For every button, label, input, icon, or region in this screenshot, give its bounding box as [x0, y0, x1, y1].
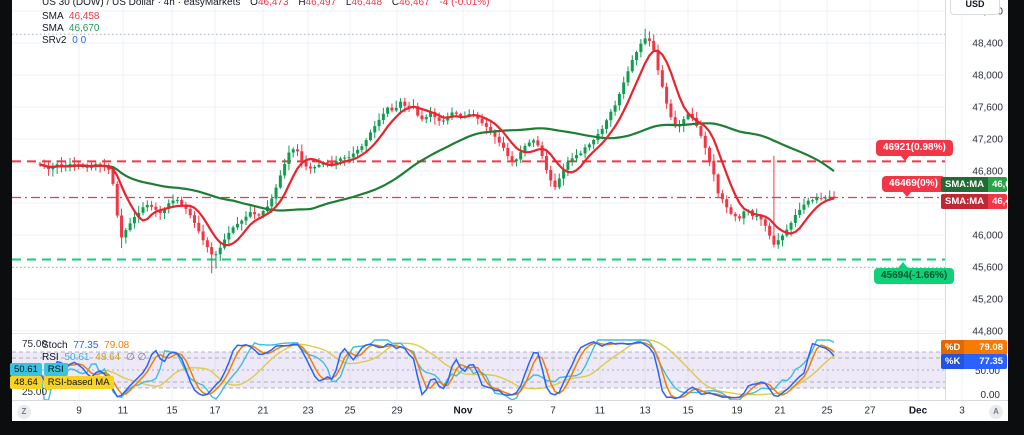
level-pointer-resistance [900, 155, 910, 161]
stoch-label: Stoch [42, 340, 68, 351]
ohlc-high-label: H [298, 0, 306, 8]
stoch-d-axis-badge: %D 79.08 [941, 340, 1007, 355]
svg-text:25: 25 [344, 406, 356, 417]
svg-text:21: 21 [774, 406, 786, 417]
sma-fast-axis-badge: SMA:MA 46,458 [941, 194, 1007, 209]
sma-fast-label: SMA [42, 11, 64, 22]
sma-fast-value: 46,458 [68, 11, 100, 22]
symbol-title[interactable]: US 30 (DOW) / US Dollar · 4h · easyMarke… [42, 0, 241, 8]
ohlc-low-value: 46,448 [351, 0, 383, 8]
auto-scale-button[interactable]: A [989, 405, 1003, 419]
svg-text:45,200: 45,200 [972, 295, 1003, 306]
sma-fast-badge-value: 46,458 [988, 194, 1007, 209]
ohlc-close-value: 46,467 [399, 0, 430, 8]
ohlc-open-label: O [250, 0, 258, 8]
svg-text:47,200: 47,200 [972, 135, 1003, 146]
stoch-legend-row[interactable]: Stoch 77.35 79.08 [42, 340, 129, 352]
svg-text:45,600: 45,600 [972, 263, 1003, 274]
svg-text:48,000: 48,000 [972, 71, 1003, 82]
symbol-header-row[interactable]: US 30 (DOW) / US Dollar · 4h · easyMarke… [42, 0, 489, 9]
stoch-k-value: 77.35 [73, 340, 99, 351]
stoch-k-badge-label: %K [941, 354, 965, 369]
indicator-left-scale-bottom: 25.00 [22, 387, 48, 398]
svg-text:7: 7 [550, 406, 556, 417]
svg-text:47,600: 47,600 [972, 103, 1003, 114]
stoch-d-badge-label: %D [941, 340, 965, 355]
level-badge-resistance[interactable]: 46921(0.98%) [876, 140, 953, 156]
rsi-ma-axis-badge: 48.64 RSI-based MA [10, 376, 114, 389]
rsi-label: RSI [42, 352, 59, 363]
currency-button[interactable]: USD [950, 0, 1000, 15]
stoch-d-badge-value: 79.08 [964, 340, 1007, 355]
svg-text:46,800: 46,800 [972, 167, 1003, 178]
indicator-left-scale-top: 75.00 [22, 339, 48, 350]
svg-text:3: 3 [959, 406, 965, 417]
stoch-d-value: 79.08 [104, 340, 130, 351]
rsi-axis-badge: 50.61 RSI [10, 363, 68, 376]
timezone-button[interactable]: Z [17, 405, 31, 419]
legend-sma-slow[interactable]: SMA 46,670 [42, 23, 100, 35]
svg-text:11: 11 [118, 406, 129, 417]
sma-slow-axis-badge: SMA:MA 46,670 [941, 177, 1007, 192]
svg-text:19: 19 [731, 406, 743, 417]
indicator-right-scale-mid: 50.00 [974, 366, 1000, 377]
legend-sma-fast[interactable]: SMA 46,458 [42, 11, 100, 23]
svg-text:25: 25 [821, 406, 833, 417]
svg-text:46,000: 46,000 [972, 231, 1003, 242]
sma-slow-value: 46,670 [68, 23, 100, 34]
svg-text:Nov: Nov [454, 406, 473, 417]
svg-text:48,400: 48,400 [972, 39, 1003, 50]
svg-text:13: 13 [639, 406, 651, 417]
svg-text:9: 9 [76, 406, 82, 417]
svg-text:21: 21 [257, 406, 269, 417]
rsi-axis-badge-value: 50.61 [10, 363, 42, 376]
svg-text:5: 5 [507, 406, 513, 417]
svg-text:15: 15 [682, 406, 694, 417]
ohlc-change: -4 (-0.01%) [439, 0, 490, 8]
rsi-legend-row[interactable]: RSI 50.61 48.64 ∅ ∅ [42, 352, 146, 364]
level-badge-current[interactable]: 46469(0%) [882, 176, 945, 192]
ohlc-close-label: C [391, 0, 400, 8]
sma-slow-badge-value: 46,670 [988, 177, 1007, 192]
rsi-sources-icon: ∅ ∅ [126, 352, 147, 363]
ohlc-high-value: 46,497 [305, 0, 337, 8]
svg-text:44,800: 44,800 [972, 327, 1003, 338]
svg-text:17: 17 [209, 406, 221, 417]
svg-text:15: 15 [166, 406, 178, 417]
svg-text:Dec: Dec [909, 406, 928, 417]
level-pointer-current [902, 191, 912, 197]
sma-fast-badge-label: SMA:MA [941, 194, 989, 209]
rsi-ma-axis-badge-value: 48.64 [10, 376, 42, 389]
srv2-label: SRv2 [42, 35, 67, 46]
stoch-k-axis-badge: %K 77.35 [941, 354, 1007, 369]
rsi-value: 50.61 [64, 352, 90, 363]
level-pointer-support [898, 262, 908, 268]
svg-text:23: 23 [302, 406, 314, 417]
svg-text:11: 11 [595, 406, 606, 417]
rsi-axis-badge-label: RSI [43, 363, 68, 376]
ohlc-low-label: L [345, 0, 352, 8]
svg-text:27: 27 [864, 406, 876, 417]
sma-slow-badge-label: SMA:MA [941, 177, 989, 192]
legend-srv2[interactable]: SRv2 0 0 [42, 35, 86, 47]
rsi-ma-axis-badge-label: RSI-based MA [43, 376, 114, 389]
ohlc-open-value: 46,473 [257, 0, 289, 8]
srv2-value: 0 0 [72, 35, 87, 46]
svg-text:29: 29 [391, 406, 403, 417]
stoch-k-badge-value: 77.35 [964, 354, 1007, 369]
indicator-right-scale-bottom: 0.00 [980, 390, 1000, 401]
level-badge-support[interactable]: 45694(-1.66%) [874, 268, 955, 284]
sma-slow-label: SMA [42, 23, 64, 34]
rsi-ma-value: 48.64 [95, 352, 121, 363]
